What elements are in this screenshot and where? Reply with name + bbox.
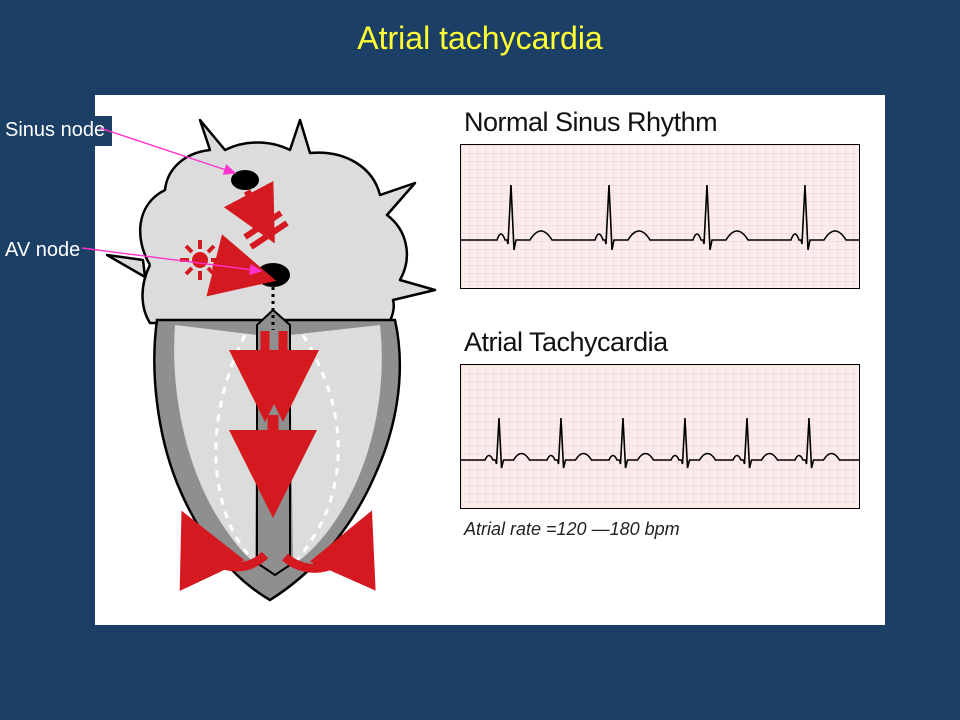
label-av-node: AV node [0,236,87,266]
ecg-trace-normal [461,145,860,289]
ecg-strip-atach [460,364,860,509]
ecg-title-atach: Atrial Tachycardia [464,327,880,358]
heart-diagram [95,95,455,625]
ecg-title-normal: Normal Sinus Rhythm [464,107,880,138]
slide-title: Atrial tachycardia [0,20,960,57]
ectopic-focus-icon [180,240,220,280]
label-sinus-node: Sinus node [0,116,112,146]
av-node [256,263,290,287]
ecg-strip-normal [460,144,860,289]
sinus-node [231,170,259,190]
figure-container: Normal Sinus Rhythm Atrial Tachycardia A… [95,95,885,625]
ecg-column: Normal Sinus Rhythm Atrial Tachycardia A… [460,95,880,625]
ecg-trace-atach [461,365,860,509]
rate-note: Atrial rate =120 —180 bpm [464,519,880,540]
